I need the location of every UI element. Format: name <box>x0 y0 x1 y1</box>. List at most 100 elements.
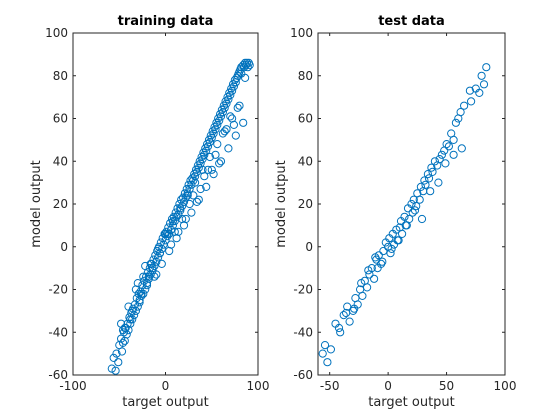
test-data-point <box>371 253 380 262</box>
training-data-point <box>145 264 154 273</box>
training-data-point <box>117 347 127 356</box>
training-data-point <box>146 259 155 268</box>
training-data-point <box>218 129 227 138</box>
test-data-point <box>424 174 434 183</box>
training-data-point <box>216 157 226 166</box>
training-data-point <box>183 189 192 198</box>
training-data-point <box>152 257 161 266</box>
training-data-point <box>181 214 190 224</box>
test-data-x-tick-label: 0 <box>384 379 392 393</box>
training-data-point <box>163 229 172 238</box>
training-data-point <box>189 191 198 200</box>
training-data-point <box>191 172 200 181</box>
training-data-point <box>185 199 194 209</box>
training-data-point <box>233 103 242 112</box>
training-data-point <box>177 195 186 204</box>
test-data-point <box>479 80 489 89</box>
test-data-y-tick-label: 0 <box>305 240 313 254</box>
test-data-point <box>387 244 396 253</box>
test-data-point <box>342 308 351 318</box>
test-data-title: test data <box>378 14 445 29</box>
training-data-point <box>137 289 146 298</box>
training-data-point <box>120 323 129 333</box>
test-data-point <box>410 206 420 215</box>
training-data-y-tick-label: 100 <box>45 26 68 40</box>
training-data-point <box>109 353 118 362</box>
test-data-point <box>444 142 453 151</box>
training-data-point <box>207 165 216 174</box>
test-data-point <box>442 140 451 149</box>
training-data-point <box>226 90 235 100</box>
test-data-point <box>437 150 446 159</box>
test-data-y-axis-label: model output <box>274 160 289 248</box>
training-data-point <box>245 61 254 70</box>
test-data-point <box>421 180 430 189</box>
training-data-point <box>138 281 147 290</box>
training-data-point <box>111 366 120 375</box>
training-data-y-tick-label: -40 <box>48 325 68 339</box>
test-data-point <box>357 279 366 288</box>
training-data-x-tick-label: 0 <box>162 379 170 393</box>
training-data-point <box>218 108 227 117</box>
training-data-point <box>139 272 148 281</box>
training-data-point <box>235 101 244 110</box>
training-data-point <box>229 120 238 130</box>
test-data-point <box>427 163 436 172</box>
training-data-point <box>114 358 123 367</box>
test-data-point <box>451 118 460 127</box>
test-data-point <box>336 328 345 337</box>
training-data-point <box>112 349 121 358</box>
training-data-x-tick-label: -100 <box>59 379 86 393</box>
test-data-point <box>386 249 395 258</box>
test-data-point <box>449 135 458 144</box>
training-data-point <box>241 73 250 83</box>
training-data-point <box>215 116 224 125</box>
test-data-point <box>457 144 466 153</box>
training-data-point <box>157 244 166 253</box>
training-data-point <box>158 234 167 243</box>
test-data-point <box>363 283 372 292</box>
training-data-point <box>202 146 211 155</box>
training-data-point <box>149 255 158 264</box>
training-data-point <box>194 195 203 204</box>
training-data-point <box>157 259 166 268</box>
test-data-axes-frame <box>317 32 506 376</box>
test-data-point <box>323 358 332 367</box>
training-data-point <box>209 170 218 179</box>
training-data-y-tick-label: 20 <box>53 197 68 211</box>
test-data-point <box>475 88 484 98</box>
training-data-point <box>126 315 135 324</box>
test-data-point <box>402 221 411 230</box>
test-data-point <box>412 202 421 211</box>
training-data-y-tick-label: 0 <box>60 240 68 254</box>
test-data-y-tick-label: 60 <box>298 112 313 126</box>
training-data-point <box>209 129 218 138</box>
training-data-point <box>222 99 231 108</box>
test-data-point <box>320 341 330 350</box>
training-data-point <box>192 197 201 206</box>
test-data-point <box>398 229 407 238</box>
test-data-point <box>400 212 409 221</box>
training-data-point <box>175 199 184 209</box>
test-data-point <box>364 266 373 275</box>
training-data-point <box>181 193 190 202</box>
test-data-point <box>423 170 432 179</box>
training-data-point <box>142 272 151 281</box>
training-data-point <box>189 176 198 185</box>
test-data-point <box>416 182 425 191</box>
test-data-point <box>378 257 387 266</box>
training-data-point <box>176 206 185 215</box>
training-data-point <box>183 191 192 200</box>
training-data-point <box>174 227 183 236</box>
test-data-point <box>460 101 469 110</box>
test-data-point <box>435 155 444 164</box>
test-data-x-axis-label: target output <box>368 395 455 410</box>
training-data-point <box>186 176 195 185</box>
training-data-y-tick-label: 80 <box>53 69 68 83</box>
test-data-point <box>350 304 359 313</box>
training-data-point <box>224 144 233 153</box>
test-data-y-tick-label: 20 <box>298 197 313 211</box>
test-data-point <box>434 178 443 187</box>
training-data-point <box>205 137 214 147</box>
